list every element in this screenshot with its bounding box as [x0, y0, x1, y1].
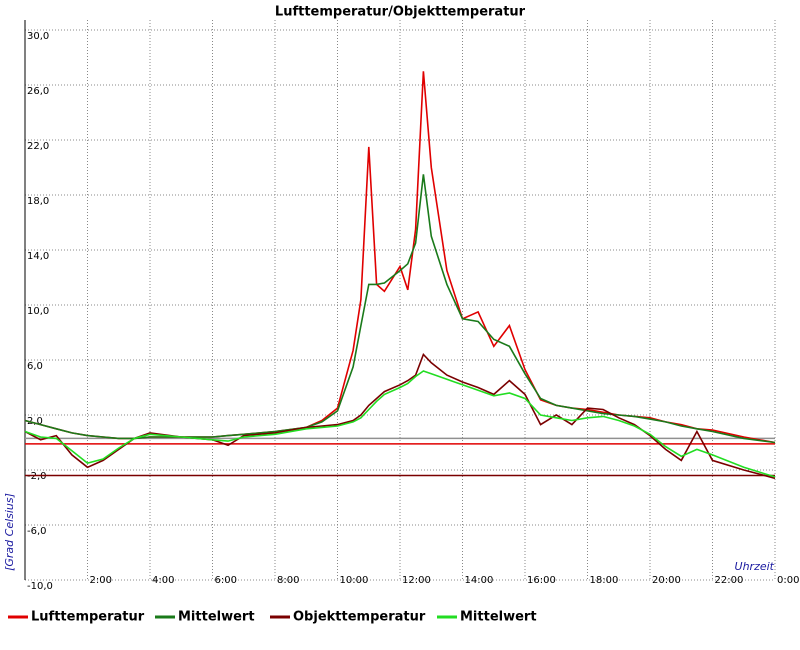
y-tick-label: 6,0	[27, 361, 43, 372]
x-tick-label: 14:00	[465, 575, 494, 586]
x-axis-label: Uhrzeit	[735, 560, 775, 573]
y-tick-label: -2,0	[27, 471, 47, 482]
x-tick-label: 8:00	[277, 575, 299, 586]
y-tick-label: 14,0	[27, 251, 49, 262]
y-tick-label: -10,0	[27, 581, 53, 592]
legend-label: Lufttemperatur	[31, 610, 145, 625]
legend-label: Mittelwert	[178, 610, 255, 625]
x-tick-label: 16:00	[527, 575, 556, 586]
y-tick-label: 2,0	[27, 416, 43, 427]
x-tick-label: 22:00	[715, 575, 744, 586]
y-axis-label: [Grad Celsius]	[3, 493, 16, 571]
y-tick-label: -6,0	[27, 526, 47, 537]
x-tick-label: 18:00	[590, 575, 619, 586]
x-tick-label: 20:00	[652, 575, 681, 586]
legend-label: Mittelwert	[460, 610, 537, 625]
x-tick-label: 0:00	[777, 575, 799, 586]
y-tick-label: 22,0	[27, 141, 49, 152]
x-tick-label: 4:00	[152, 575, 174, 586]
y-tick-label: 18,0	[27, 196, 49, 207]
series-line	[24, 353, 776, 480]
y-tick-label: 30,0	[27, 31, 49, 42]
x-tick-label: 10:00	[340, 575, 369, 586]
chart-title: Lufttemperatur/Objekttemperatur	[275, 5, 526, 20]
x-tick-label: 6:00	[215, 575, 237, 586]
series-line	[24, 174, 776, 444]
x-tick-label: 12:00	[402, 575, 431, 586]
legend-label: Objekttemperatur	[293, 610, 426, 625]
y-tick-label: 10,0	[27, 306, 49, 317]
series-line	[24, 370, 776, 478]
y-tick-label: 26,0	[27, 86, 49, 97]
x-tick-label: 2:00	[90, 575, 112, 586]
